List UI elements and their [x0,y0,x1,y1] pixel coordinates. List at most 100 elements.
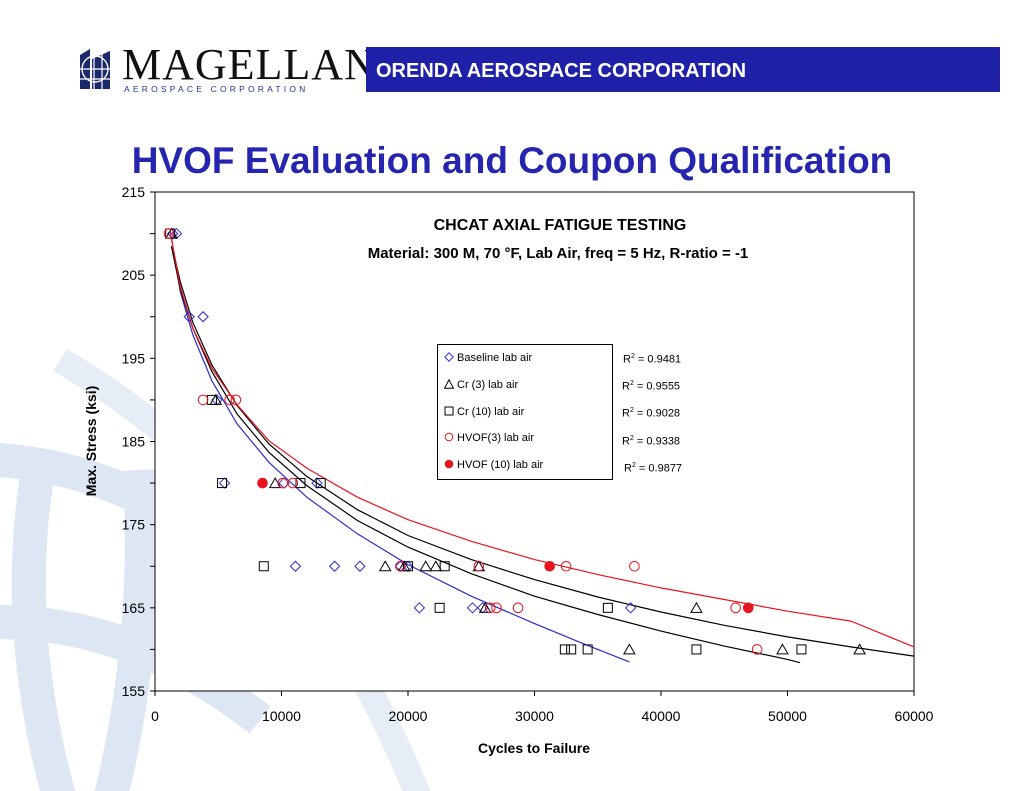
data-point [691,644,702,655]
data-point [434,602,445,613]
r2-value: 0.9338 [646,435,681,448]
data-point [559,644,570,655]
data-point [403,561,413,572]
r2-value: 0.9555 [646,380,681,393]
data-point [258,561,269,572]
data-point [395,560,406,572]
legend-label: HVOF (10) lab air [457,459,544,471]
x-tick-label: 0 [151,708,159,724]
x-tick-label: 40000 [642,708,681,724]
data-point [484,602,496,614]
data-point [560,560,572,572]
y-axis-label: Max. Stress (ksi) [83,386,99,497]
legend-item-hvof10: HVOF (10) lab air [444,458,543,472]
logo-wordmark: MAGELLAN [122,40,377,89]
legend-label: HVOF(3) lab air [457,432,535,444]
r2-cr3: R2 = 0.9555 [622,380,681,393]
y-tick-label: 165 [122,600,146,616]
square-marker-icon [444,406,454,416]
legend-label: Cr (3) lab air [457,379,519,391]
data-point [473,560,485,572]
data-point [623,643,636,655]
data-point [602,602,613,613]
data-point [629,560,640,572]
trendline [169,231,915,648]
triangle-marker-icon [443,378,455,389]
y-tick-label: 205 [122,267,146,283]
data-point [197,311,209,323]
x-tick-label: 20000 [389,708,428,724]
x-axis-label: Cycles to Failure [478,740,590,756]
data-point [566,644,577,655]
data-point [690,601,703,613]
x-tick-label: 10000 [262,708,301,724]
legend-item-hvof3: HVOF(3) lab air [444,431,534,445]
data-point [429,560,443,572]
data-point [478,601,492,613]
chart-subtitle: Material: 300 M, 70 °F, Lab Air, freq = … [368,245,749,262]
r2-value: 0.9481 [647,353,682,366]
filled-circle-marker-icon [444,459,454,469]
magellan-globe-icon [78,49,112,89]
logo-subtitle: AEROSPACE CORPORATION [124,84,309,94]
x-tick-label: 50000 [768,708,807,724]
trendlines [169,231,915,664]
data-point [224,394,235,406]
data-point [796,644,807,655]
trendline [173,254,915,657]
y-tick-label: 195 [122,350,146,366]
legend-item-cr3: Cr (3) lab air [443,378,519,392]
data-point [257,477,268,489]
data-point [217,478,228,489]
data-point [730,602,741,614]
chart-legend: Baseline lab air Cr (3) lab air Cr (10) … [437,344,613,480]
data-point [491,602,502,614]
r2-hvof10: R2 = 0.9877 [624,462,683,475]
axes: 155 165 175 185 195 205 215 0 10000 20000 30000 400… [122,184,934,724]
r2-cr10: R2 = 0.9028 [622,407,681,420]
data-point [413,602,426,614]
legend-item-baseline: Baseline lab air [444,351,532,365]
r2-hvof3: R2 = 0.9338 [622,435,681,448]
data-point [742,602,754,614]
r2-baseline: R2 = 0.9481 [623,353,682,366]
data-point [624,602,637,614]
data-point [183,311,195,323]
data-point [512,602,524,614]
data-point [277,477,289,489]
data-point [197,394,209,406]
y-tick-label: 215 [122,184,146,200]
company-banner [366,47,1000,92]
page-title: HVOF Evaluation and Coupon Qualification [131,140,893,181]
data-point [466,602,479,614]
y-tick-label: 175 [122,517,146,533]
data-point [315,478,326,489]
data-point [354,560,366,572]
data-point [419,560,433,572]
data-point [751,644,763,655]
banner-text: ORENDA AEROSPACE CORPORATION [376,60,747,82]
chart-title: CHCAT AXIAL FATIGUE TESTING [434,217,687,234]
y-tick-label: 155 [122,683,146,699]
legend-item-cr10: Cr (10) lab air [444,405,524,419]
data-point [287,477,299,489]
r2-value: 0.9028 [646,407,681,420]
legend-label: Cr (10) lab air [457,406,525,418]
y-tick-label: 185 [122,434,146,450]
data-point [378,560,392,572]
r2-value: 0.9877 [648,462,683,475]
data-point [582,644,593,655]
data-point [853,643,866,655]
data-point [295,478,306,489]
data-point [163,228,175,239]
data-point [544,560,555,572]
x-tick-label: 60000 [895,708,934,724]
data-point [328,560,341,572]
data-markers [163,227,866,655]
trendline [170,237,630,663]
open-circle-marker-icon [444,432,454,442]
data-point [439,561,450,572]
data-point [776,643,789,655]
x-tick-label: 30000 [515,708,554,724]
legend-label: Baseline lab air [457,352,533,364]
